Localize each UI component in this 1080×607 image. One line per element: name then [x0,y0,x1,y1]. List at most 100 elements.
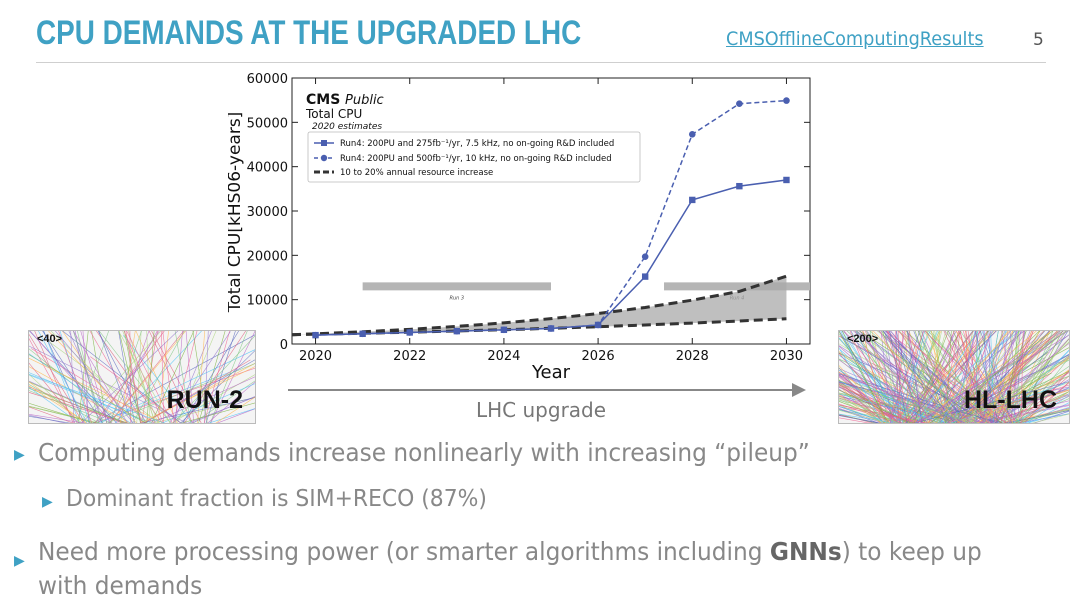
track-line [901,331,990,423]
track-line [933,331,940,423]
track-line [174,331,191,423]
y-tick-label-5: 50000 [247,116,288,131]
track-line [29,381,87,423]
track-line [58,331,93,423]
track-line [122,331,159,423]
track-line [34,331,74,423]
track-line [839,415,880,423]
track-line [885,331,989,423]
x-tick-label-3: 2026 [582,349,615,364]
track-line [1019,382,1069,423]
track-line [913,331,949,423]
track-line [979,387,1069,423]
track-line [962,331,1046,423]
track-line [146,331,155,423]
track-line [1009,331,1025,423]
track-line [29,374,165,423]
track-line [963,389,1069,423]
track-line [862,331,885,423]
track-line [216,408,255,423]
track-line [891,331,931,423]
track-line [839,394,882,423]
track-line [215,396,255,423]
resource-band [292,276,787,335]
track-line [839,406,890,423]
track-line [878,331,971,423]
track-line [930,331,955,423]
track-line [29,333,84,423]
track-line [29,353,131,423]
track-line [904,331,975,423]
track-line [990,331,1034,423]
series-2-point-4 [500,326,508,334]
series-2-point-1 [359,330,366,338]
chart-legend: Run4: 200PU and 275fb⁻¹/yr, 7.5 kHz, no … [307,131,641,183]
track-line [29,385,88,423]
track-line [887,331,910,423]
track-line [839,417,871,423]
track-line [29,357,165,423]
bullet-processing-power: ▶ Need more processing power (or smarter… [14,535,1053,603]
track-line [197,331,206,423]
track-line [173,335,255,423]
legend-square-marker [321,140,327,146]
track-line [912,357,1069,423]
track-line [80,331,179,423]
track-line [54,331,134,423]
series-2-point-8 [688,131,696,138]
track-line [926,331,988,423]
track-line [29,386,123,423]
track-line [29,386,80,423]
track-line [991,379,1069,423]
run2-event-display: <40> RUN-2 [28,330,256,424]
track-line [839,404,927,423]
track-line [1000,331,1034,423]
track-line [970,331,1004,423]
track-line [960,343,1069,423]
track-line [948,331,977,423]
track-line [177,331,217,423]
track-line [839,373,901,423]
track-line [839,380,885,423]
track-line [73,331,128,423]
gnns-emphasis: GNNs [769,537,842,566]
track-line [926,331,960,423]
hllhc-pileup-label: <200> [847,333,879,345]
track-line [162,331,175,423]
track-line [998,391,1069,423]
track-line [929,331,1054,423]
track-line [129,331,131,423]
chart-header: CMS Public Total CPU 2020 estimates [305,92,384,132]
cms-results-link[interactable]: CMSOfflineComputingResults [726,28,984,50]
run-bar-0 [362,282,551,291]
track-line [29,415,72,423]
track-line [839,373,1000,423]
track-line [839,409,915,423]
track-line [906,331,976,423]
track-line [125,331,142,423]
track-line [148,331,193,423]
track-line [1005,331,1019,423]
run2-pileup-label: <40> [37,333,63,345]
track-line [898,331,940,423]
track-line [198,331,226,423]
legend-circle-marker [320,154,328,162]
track-line [1002,396,1069,423]
track-line [839,385,881,423]
track-line [48,331,137,423]
series-1-point-7 [641,273,649,280]
track-line [839,414,882,423]
bullet-dominant-fraction: ▶ Dominant fraction is SIM+RECO (87%) [42,486,509,512]
track-line [977,405,1069,423]
track-line [916,335,1069,423]
track-line [849,331,888,423]
track-line [993,331,1040,423]
track-line [950,331,961,423]
track-line [182,331,240,423]
series-2-point-7 [641,253,649,260]
track-line [872,331,960,423]
track-line [180,402,255,423]
track-line [29,414,86,423]
track-line [89,331,144,423]
chart-subtitle: Total CPU [305,107,362,121]
